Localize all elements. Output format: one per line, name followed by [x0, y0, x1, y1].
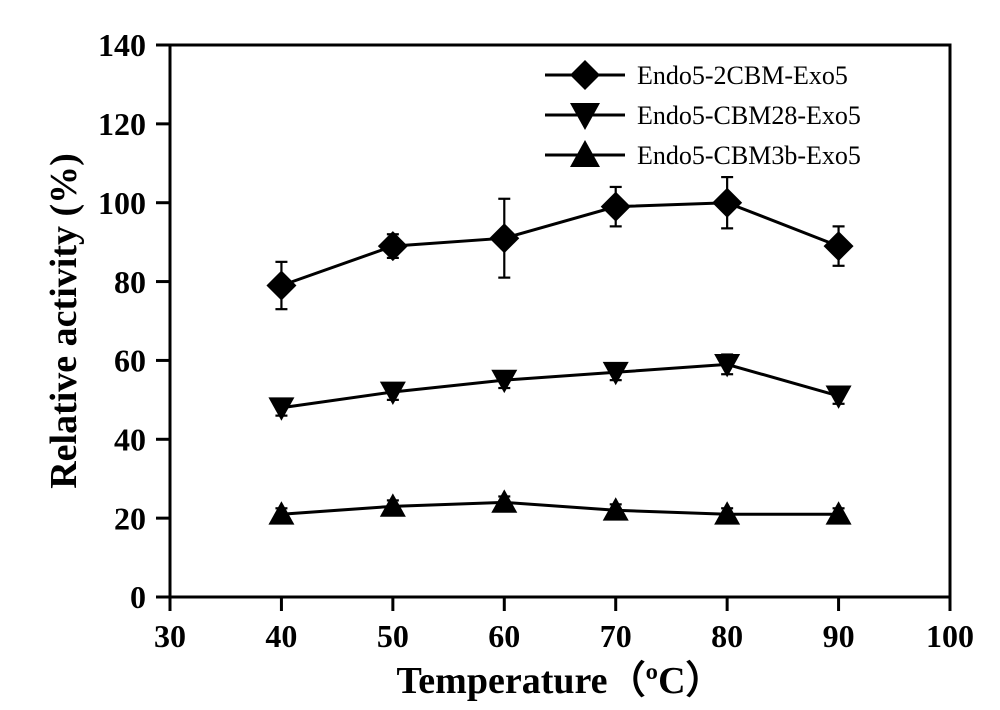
svg-text:30: 30	[154, 618, 186, 654]
chart-container: 30 40 50 60 70 80 90 100 0 20 40 60 80 100 120 140 Tempe…	[0, 0, 1000, 710]
svg-text:20: 20	[114, 500, 146, 536]
svg-text:100: 100	[98, 185, 146, 221]
svg-text:60: 60	[488, 618, 520, 654]
svg-text:80: 80	[114, 264, 146, 300]
svg-text:90: 90	[823, 618, 855, 654]
svg-text:40: 40	[114, 421, 146, 457]
svg-text:Endo5-CBM28-Exo5: Endo5-CBM28-Exo5	[637, 101, 861, 130]
svg-text:40: 40	[265, 618, 297, 654]
svg-text:120: 120	[98, 106, 146, 142]
svg-text:140: 140	[98, 27, 146, 63]
svg-text:Relative activity (%): Relative activity (%)	[43, 153, 85, 489]
svg-text:100: 100	[926, 618, 974, 654]
chart-svg: 30 40 50 60 70 80 90 100 0 20 40 60 80 100 120 140 Tempe…	[0, 0, 1000, 710]
svg-text:Endo5-2CBM-Exo5: Endo5-2CBM-Exo5	[637, 61, 848, 90]
svg-text:Endo5-CBM3b-Exo5: Endo5-CBM3b-Exo5	[637, 141, 861, 170]
svg-text:80: 80	[711, 618, 743, 654]
legend: Endo5-2CBM-Exo5 Endo5-CBM28-Exo5 Endo5-CBM…	[545, 60, 861, 170]
svg-text:70: 70	[600, 618, 632, 654]
svg-text:60: 60	[114, 343, 146, 379]
svg-text:50: 50	[377, 618, 409, 654]
svg-text:Temperature（ºC）: Temperature（ºC）	[396, 660, 723, 702]
svg-text:0: 0	[130, 579, 146, 615]
